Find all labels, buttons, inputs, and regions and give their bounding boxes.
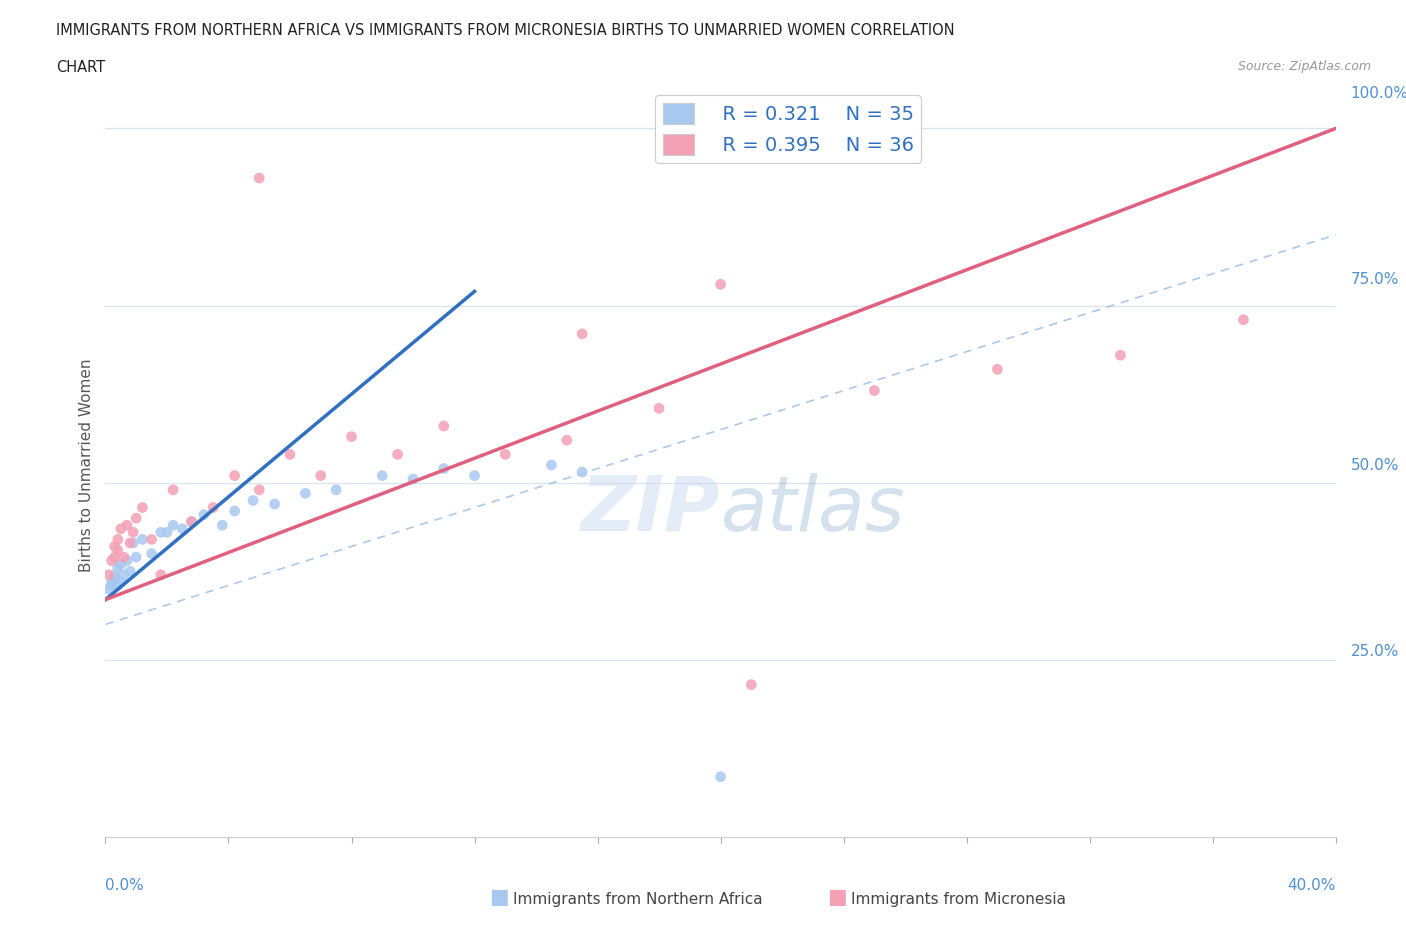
Point	[309, 468, 332, 483]
Point	[710, 277, 733, 292]
Point	[100, 553, 122, 568]
Point	[131, 532, 153, 547]
Point	[104, 567, 127, 582]
Point	[112, 567, 135, 582]
Point	[172, 522, 194, 537]
Point	[571, 465, 593, 480]
Point	[131, 500, 153, 515]
Point	[247, 483, 270, 498]
Point	[141, 546, 163, 561]
Point	[112, 550, 135, 565]
Point	[162, 483, 184, 498]
Point	[211, 518, 233, 533]
Text: Immigrants from Micronesia: Immigrants from Micronesia	[851, 892, 1066, 907]
Point	[97, 567, 120, 582]
Point	[540, 458, 562, 472]
Point	[710, 769, 733, 784]
Point	[433, 461, 456, 476]
Text: ZIP: ZIP	[581, 472, 721, 547]
Point	[180, 514, 202, 529]
Y-axis label: Births to Unmarried Women: Births to Unmarried Women	[79, 358, 94, 572]
Text: 40.0%: 40.0%	[1288, 878, 1336, 893]
Point	[100, 578, 122, 593]
Text: 50.0%: 50.0%	[1350, 458, 1399, 472]
Text: ■: ■	[827, 886, 846, 907]
Point	[648, 401, 671, 416]
Point	[740, 677, 762, 692]
Text: ■: ■	[489, 886, 509, 907]
Point	[387, 447, 409, 462]
Point	[107, 542, 129, 557]
Point	[180, 514, 202, 529]
Point	[371, 468, 394, 483]
Point	[125, 550, 148, 565]
Point	[340, 430, 363, 445]
Text: CHART: CHART	[56, 60, 105, 75]
Point	[125, 511, 148, 525]
Text: 100.0%: 100.0%	[1350, 86, 1406, 100]
Point	[141, 532, 163, 547]
Point	[110, 575, 132, 590]
Point	[402, 472, 425, 486]
Point	[555, 432, 578, 447]
Point	[107, 532, 129, 547]
Point	[263, 497, 285, 512]
Point	[242, 493, 264, 508]
Point	[863, 383, 886, 398]
Point	[97, 581, 120, 596]
Point	[1232, 312, 1254, 327]
Point	[494, 447, 516, 462]
Point	[156, 525, 179, 539]
Point	[325, 483, 347, 498]
Point	[224, 504, 246, 519]
Point	[433, 418, 456, 433]
Point	[986, 362, 1008, 377]
Point	[202, 500, 225, 515]
Point	[110, 557, 132, 572]
Point	[162, 518, 184, 533]
Point	[1109, 348, 1132, 363]
Point	[278, 447, 301, 462]
Point	[149, 525, 172, 539]
Point	[193, 507, 215, 522]
Point	[104, 550, 127, 565]
Point	[224, 468, 246, 483]
Text: 25.0%: 25.0%	[1350, 644, 1399, 658]
Point	[571, 326, 593, 341]
Text: Source: ZipAtlas.com: Source: ZipAtlas.com	[1237, 60, 1371, 73]
Point	[294, 485, 316, 500]
Point	[115, 518, 138, 533]
Text: Immigrants from Northern Africa: Immigrants from Northern Africa	[513, 892, 763, 907]
Point	[104, 539, 127, 554]
Point	[110, 522, 132, 537]
Point	[120, 564, 141, 578]
Point	[122, 525, 145, 539]
Text: atlas: atlas	[721, 472, 905, 547]
Point	[107, 560, 129, 575]
Point	[107, 578, 129, 593]
Point	[247, 170, 270, 185]
Text: IMMIGRANTS FROM NORTHERN AFRICA VS IMMIGRANTS FROM MICRONESIA BIRTHS TO UNMARRIE: IMMIGRANTS FROM NORTHERN AFRICA VS IMMIG…	[56, 23, 955, 38]
Text: 0.0%: 0.0%	[105, 878, 145, 893]
Point	[115, 553, 138, 568]
Legend:   R = 0.321    N = 35,   R = 0.395    N = 36: R = 0.321 N = 35, R = 0.395 N = 36	[655, 95, 921, 163]
Point	[120, 536, 141, 551]
Point	[149, 567, 172, 582]
Point	[100, 575, 122, 590]
Point	[122, 536, 145, 551]
Text: 75.0%: 75.0%	[1350, 272, 1399, 286]
Point	[464, 468, 486, 483]
Point	[104, 571, 127, 586]
